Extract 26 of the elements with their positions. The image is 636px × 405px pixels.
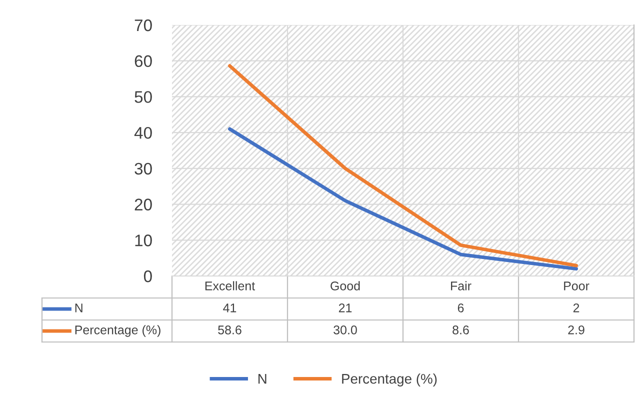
x-tick-label: Good [330, 281, 360, 290]
y-tick-label: 0 [144, 270, 152, 282]
data-label: 2.9 [568, 326, 584, 334]
data-label: 30.0 [334, 326, 357, 334]
y-tick-label: 60 [134, 55, 152, 68]
line-series [228, 127, 578, 271]
data-label: 21 [338, 304, 352, 312]
text: N [75, 304, 82, 312]
y-tick-label: 20 [134, 198, 152, 210]
y-tick-label: 40 [134, 126, 152, 139]
y-tick-label: 30 [134, 162, 152, 175]
data-label: 8.6 [452, 326, 469, 334]
y-tick-label: 10 [135, 234, 152, 246]
data-label: 2 [573, 304, 580, 312]
line-series [228, 64, 578, 268]
x-tick-label: Fair [451, 281, 472, 290]
text: Percentage (%) [342, 374, 437, 386]
data-label: 6 [458, 304, 464, 312]
y-tick-label: 50 [134, 91, 152, 103]
x-tick-label: Excellent [205, 281, 256, 290]
y-tick-label: 70 [134, 19, 152, 32]
legend-label: Percentage (%) [75, 325, 160, 337]
x-tick-label: Poor [564, 282, 590, 290]
data-label: 58.6 [218, 326, 242, 334]
data-label: 41 [223, 304, 236, 312]
legend-label: N [258, 374, 266, 384]
